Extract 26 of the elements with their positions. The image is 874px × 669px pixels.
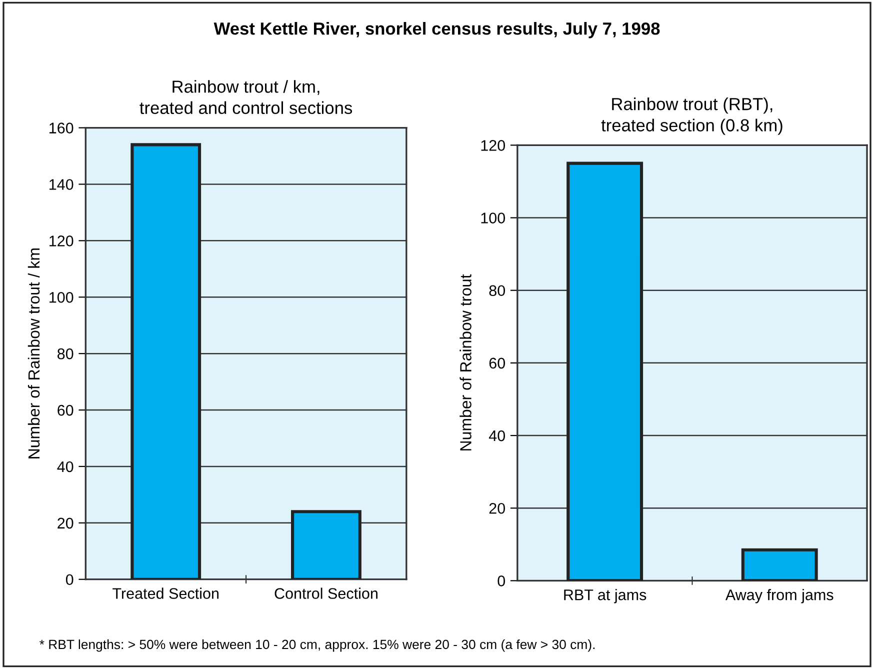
y-tick-label: 0	[66, 574, 74, 586]
y-tick-label: 100	[481, 212, 506, 224]
y-tick-label: 40	[488, 430, 506, 442]
y-tick-label: 60	[58, 404, 74, 416]
y-tick-label: 0	[498, 576, 506, 586]
y-tick-label: 80	[489, 285, 506, 296]
y-tick-label: 160	[50, 122, 74, 134]
chart-title: Rainbow trout (RBT), treated section (0.8 km)	[601, 97, 782, 135]
y-tick-label: 140	[50, 179, 74, 190]
y-tick-label: 100	[50, 292, 74, 303]
y-axis-title: Number of Rainbow trout / km	[28, 248, 40, 458]
text: * RBT lengths: > 50% were between 10 - 20 cm, approx. 15% were 20 - 30 cm (a few > 30 cm).	[40, 639, 595, 652]
x-tick-label: Control Section	[274, 588, 378, 599]
y-tick-label: 40	[57, 461, 74, 472]
y-tick-label: 20	[489, 502, 506, 514]
x-tick-label: RBT at jams	[564, 589, 646, 604]
y-tick-label: 120	[481, 140, 506, 151]
y-tick-label: 20	[58, 518, 74, 529]
x-tick-label: Treated Section	[112, 588, 218, 599]
x-tick-label: Away from jams	[725, 589, 834, 604]
chart-title: Rainbow trout / km, treated and control sections	[140, 80, 352, 114]
text: West Kettle River, snorkel census results, July 7, 1998	[214, 22, 660, 38]
y-tick-label: 120	[50, 236, 74, 246]
y-axis-title: Number of Rainbow trout	[460, 274, 472, 450]
y-tick-label: 80	[58, 348, 74, 360]
y-tick-label: 60	[489, 358, 506, 369]
